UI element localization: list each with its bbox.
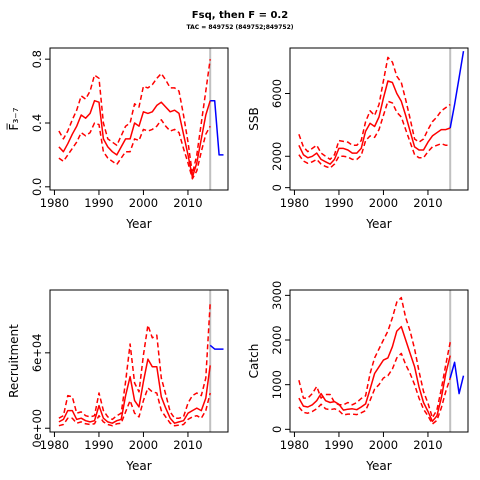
y-axis-label: Recruitment	[7, 324, 21, 398]
x-axis-label: Year	[365, 217, 391, 231]
y-axis-label: Catch	[247, 344, 261, 379]
y-tick-label: 2000	[270, 325, 284, 354]
y-tick-label: 0.8	[30, 50, 44, 68]
x-tick-label: 2000	[129, 438, 158, 452]
recruitment-panel: 1980 1990 2000 2010 0e+00 6e+04 Year Recruitmen…	[7, 289, 229, 473]
series-projection	[209, 344, 224, 350]
x-tick-label: 1980	[40, 196, 69, 210]
series-projection	[210, 99, 224, 156]
series-lower	[58, 387, 211, 427]
x-axis-label: Year	[125, 217, 151, 231]
y-tick-label: 0.4	[30, 114, 44, 132]
x-tick-label: 1990	[324, 196, 353, 210]
plot-frame	[49, 289, 229, 433]
plot-frame	[289, 47, 469, 191]
y-tick-label: 1000	[270, 370, 284, 399]
x-axis-label: Year	[125, 459, 151, 473]
y-tick-label: 6000	[270, 79, 284, 108]
series-median	[58, 358, 211, 424]
x-tick-label: 2000	[129, 196, 158, 210]
chart-subtitle: TAC = 849752 (849752;849752)	[186, 24, 294, 31]
x-tick-label: 1980	[280, 196, 309, 210]
y-tick-label: 3000	[270, 281, 284, 310]
ssb-panel: 1980 1990 2000 2010 0 2000 6000 Year SSB	[247, 47, 469, 231]
y-tick-label: 0	[270, 426, 284, 433]
y-axis-label: SSB	[247, 107, 261, 130]
series-median	[298, 80, 451, 165]
f-panel: 1980 1990 2000 2010 0.0 0.4 0.8 Year F̅₃₋₇	[6, 47, 229, 231]
series-lower	[298, 100, 451, 169]
series-projection	[449, 50, 465, 129]
series-upper	[298, 296, 451, 419]
y-axis-label: F̅₃₋₇	[6, 107, 21, 130]
x-tick-label: 2010	[173, 438, 202, 452]
x-axis-label: Year	[365, 459, 391, 473]
y-tick-label: 2000	[270, 142, 284, 171]
series-upper	[58, 302, 211, 421]
series-lower	[58, 119, 211, 180]
series-upper	[58, 59, 211, 175]
catch-panel: 1980 1990 2000 2010 0 1000 2000 3000 Year Catch	[247, 281, 469, 473]
series-median	[58, 99, 211, 178]
series-upper	[298, 56, 451, 161]
y-tick-label: 0	[270, 184, 284, 191]
x-tick-label: 1990	[84, 438, 113, 452]
x-tick-label: 2010	[173, 196, 202, 210]
x-tick-label: 1980	[280, 438, 309, 452]
y-tick-label: 0.0	[30, 178, 44, 196]
x-tick-label: 2000	[369, 438, 398, 452]
y-tick-label: 6e+04	[30, 333, 44, 372]
plot-frame	[289, 289, 469, 433]
series-projection	[449, 361, 465, 395]
x-tick-label: 2010	[413, 438, 442, 452]
x-tick-label: 1990	[324, 438, 353, 452]
series-median	[298, 325, 451, 423]
plot-frame	[49, 47, 229, 191]
series-lower	[298, 352, 451, 425]
x-tick-label: 2010	[413, 196, 442, 210]
chart-title: Fsq, then F = 0.2	[191, 10, 289, 21]
x-tick-label: 2000	[369, 196, 398, 210]
x-tick-label: 1990	[84, 196, 113, 210]
x-tick-label: 1980	[40, 438, 69, 452]
y-tick-label: 0e+00	[30, 409, 44, 448]
